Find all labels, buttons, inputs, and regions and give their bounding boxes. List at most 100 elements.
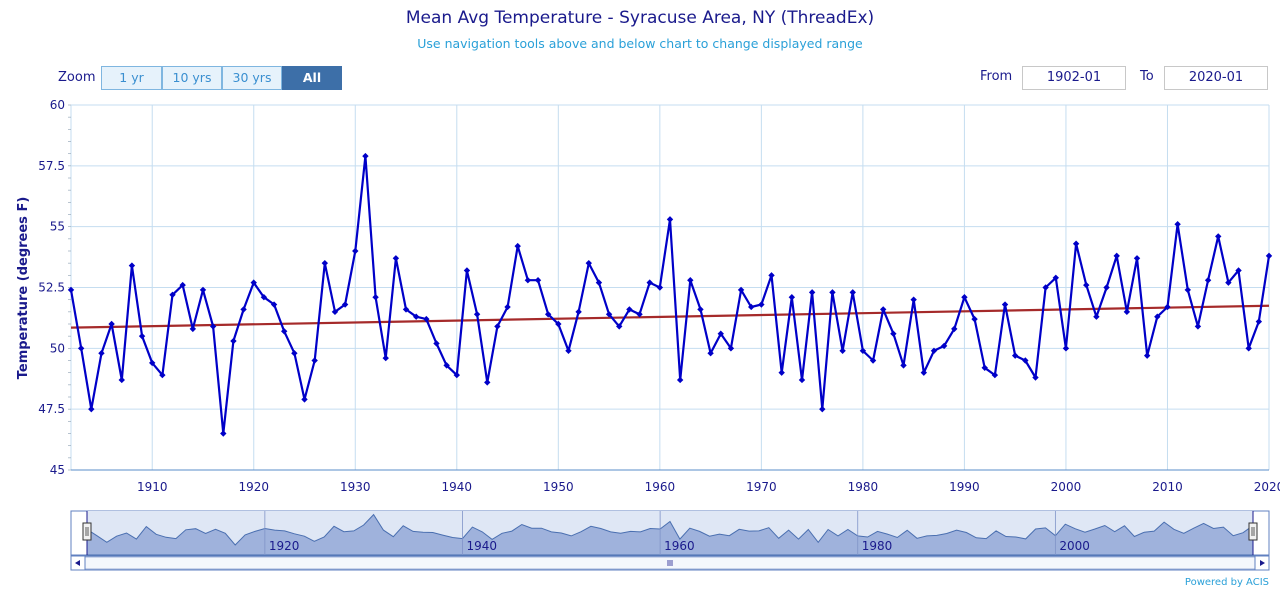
data-point-marker (331, 308, 339, 316)
data-point-marker (626, 306, 633, 313)
arrow-left-icon (75, 560, 80, 566)
data-point-marker (199, 286, 207, 294)
x-tick-label: 1960 (645, 480, 676, 494)
data-point-marker (616, 323, 623, 330)
data-point-marker (1032, 374, 1039, 381)
navigator-left-handle[interactable] (82, 522, 92, 541)
data-point-marker (88, 405, 95, 413)
from-label: From (980, 69, 1013, 84)
data-point-marker (940, 342, 948, 350)
trend-line (70, 304, 1270, 329)
data-point-marker (169, 291, 176, 298)
data-point-marker (859, 347, 867, 354)
data-point-marker (849, 289, 856, 296)
navigator-right-handle[interactable] (1248, 522, 1258, 541)
data-point-marker (484, 379, 491, 386)
y-tick-label: 57.5 (38, 159, 65, 173)
chart-title: Mean Avg Temperature - Syracuse Area, NY… (405, 8, 875, 28)
x-tick-label: 1920 (238, 480, 269, 494)
zoom-30yrs-button[interactable]: 30 yrs (222, 66, 282, 90)
y-axis-title: Temperature (degrees F) (16, 197, 31, 380)
data-point-marker (1204, 277, 1212, 284)
data-point-marker (372, 294, 379, 301)
data-point-marker (646, 279, 653, 286)
data-point-marker (514, 242, 521, 250)
data-point-marker (758, 301, 765, 308)
data-point-marker (656, 284, 664, 291)
x-tick-label: 1950 (543, 480, 574, 494)
data-point-marker (159, 371, 166, 379)
data-point-marker (717, 330, 724, 337)
powered-by-link[interactable]: Powered by ACIS (1184, 577, 1269, 588)
data-point-marker (1215, 233, 1222, 240)
data-point-marker (1042, 284, 1049, 291)
data-point-marker (727, 345, 735, 352)
data-point-marker (352, 247, 359, 255)
data-point-marker (494, 323, 501, 330)
data-point-marker (930, 347, 938, 354)
data-point-marker (1174, 221, 1181, 228)
arrow-right-icon (1260, 560, 1265, 566)
data-point-marker (687, 277, 694, 284)
to-label: To (1140, 69, 1154, 84)
data-point-marker (1194, 323, 1202, 330)
data-point-marker (768, 272, 775, 279)
data-point-marker (220, 430, 227, 437)
x-tick-label: 1990 (949, 480, 980, 494)
data-point-marker (920, 369, 928, 376)
y-tick-label: 45 (50, 463, 65, 477)
data-point-marker (341, 301, 349, 308)
y-tick-label: 60 (50, 98, 65, 112)
data-point-marker (118, 376, 125, 384)
data-point-marker (636, 311, 643, 318)
zoom-10yrs-button[interactable]: 10 yrs (162, 66, 222, 90)
data-point-marker (1225, 279, 1232, 286)
data-point-marker (382, 354, 389, 362)
data-point-marker (819, 405, 826, 413)
x-tick-label: 1970 (746, 480, 777, 494)
data-point-marker (1235, 267, 1242, 274)
to-date-input[interactable]: 2020-01 (1164, 66, 1268, 90)
data-point-marker (1001, 301, 1009, 308)
data-point-marker (544, 311, 552, 318)
navigator-label: 1940 (466, 539, 497, 553)
x-tick-label: 2020 (1254, 480, 1280, 494)
data-point-marker (189, 325, 197, 333)
data-point-marker (1255, 318, 1263, 325)
zoom-all-button[interactable]: All (282, 66, 342, 90)
data-point-marker (798, 376, 806, 384)
data-point-marker (412, 313, 420, 320)
from-date-input[interactable]: 1902-01 (1022, 66, 1126, 90)
data-point-marker (808, 289, 816, 296)
data-point-marker (362, 152, 369, 160)
data-point-marker (534, 277, 542, 284)
data-point-marker (951, 325, 958, 333)
data-point-marker (311, 357, 318, 364)
data-point-marker (676, 376, 684, 384)
data-point-marker (1022, 357, 1029, 364)
data-point-marker (67, 286, 75, 294)
data-point-marker (595, 279, 603, 286)
data-point-marker (250, 279, 257, 286)
data-point-marker (737, 286, 745, 294)
data-point-marker (1052, 274, 1059, 281)
data-point-marker (301, 396, 308, 403)
navigator-label: 1980 (862, 539, 893, 553)
zoom-1yr-button[interactable]: 1 yr (101, 66, 162, 90)
data-point-marker (128, 262, 136, 269)
data-point-marker (788, 294, 796, 301)
data-point-marker (1062, 345, 1070, 352)
data-point-marker (392, 255, 400, 262)
data-point-marker (1245, 345, 1252, 352)
data-point-marker (829, 289, 836, 296)
data-point-marker (138, 332, 146, 340)
data-point-marker (281, 328, 288, 335)
data-point-marker (240, 306, 247, 313)
data-point-marker (1143, 352, 1151, 359)
data-point-marker (910, 296, 917, 303)
data-point-marker (149, 359, 156, 367)
data-point-marker (1184, 286, 1191, 294)
data-point-marker (1072, 240, 1080, 247)
data-point-marker (605, 311, 613, 318)
